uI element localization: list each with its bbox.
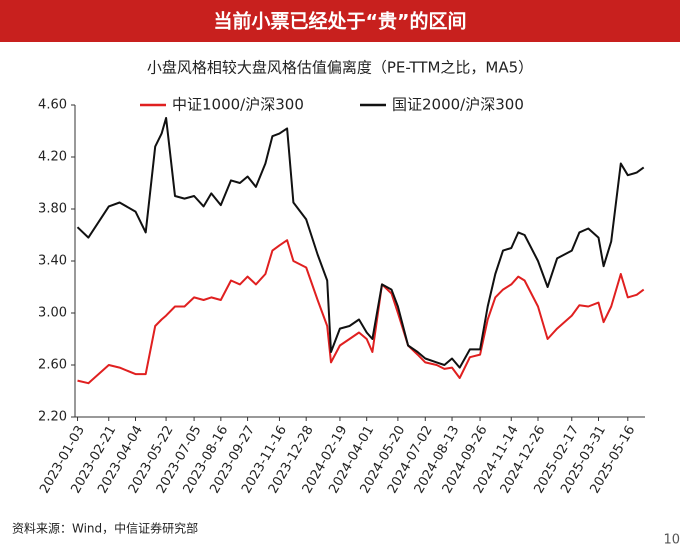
header-title: 当前小票已经处于“贵”的区间 bbox=[214, 10, 467, 33]
legend-label: 国证2000/沪深300 bbox=[392, 96, 524, 114]
y-tick-label: 2.20 bbox=[38, 410, 67, 425]
y-tick-label: 3.40 bbox=[38, 254, 67, 269]
header-bar bbox=[0, 0, 680, 42]
series-line bbox=[77, 239, 645, 385]
source-note: 资料来源：Wind，中信证券研究部 bbox=[12, 521, 198, 536]
series-line bbox=[76, 117, 645, 369]
y-tick-label: 4.60 bbox=[38, 98, 67, 113]
y-tick-label: 4.20 bbox=[38, 150, 67, 165]
y-tick-label: 3.00 bbox=[38, 306, 67, 321]
page-number: 10 bbox=[663, 533, 680, 548]
chart-title: 小盘风格相较大盘风格估值偏离度（PE-TTM之比，MA5） bbox=[147, 59, 533, 77]
legend-label: 中证1000/沪深300 bbox=[172, 96, 304, 114]
y-tick-label: 2.60 bbox=[38, 358, 67, 373]
y-tick-label: 3.80 bbox=[38, 202, 67, 217]
